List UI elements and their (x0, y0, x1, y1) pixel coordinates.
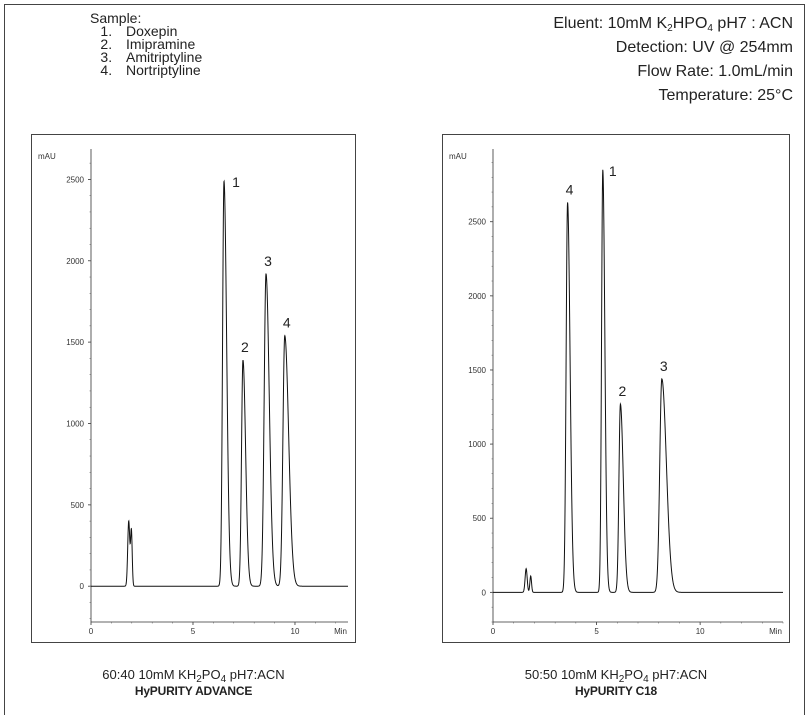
chromatogram-plot-c18: mAU Min 0 500 1000 1500 2000 2500 0 5 10 4 1 2 3 (449, 149, 784, 636)
y-tick-label: 500 (71, 501, 85, 510)
peak-label: 1 (609, 163, 617, 179)
caption-advance-column: HyPURITY ADVANCE (134, 684, 253, 698)
detection-text: Detection: UV @ 254mm (615, 39, 793, 56)
sample-legend: Sample: Doxepin Imipramine Amitriptyline… (90, 10, 202, 77)
chromatogram-trace (493, 169, 783, 593)
sample-heading: Sample: (90, 10, 142, 26)
peak-label: 2 (618, 383, 626, 399)
temperature-text: Temperature: 25°C (658, 87, 793, 104)
y-tick-label: 2000 (66, 257, 84, 266)
y-tick-label: 1000 (66, 419, 84, 428)
x-axis-label: Min (769, 627, 782, 636)
y-axis-label: mAU (38, 152, 56, 161)
peak-label: 4 (566, 181, 574, 197)
figure-frame (4, 4, 805, 715)
chromatogram-panel-advance: mAU Min 0 500 1000 1500 2000 2500 0 5 10 1 2 3 4 (31, 134, 356, 643)
y-tick-label: 1500 (66, 338, 84, 347)
y-tick-label: 1000 (468, 440, 486, 449)
y-tick-label: 0 (482, 588, 487, 597)
sample-item: Amitriptyline (116, 50, 202, 64)
y-tick-label: 0 (80, 582, 85, 591)
x-tick-label: 10 (291, 627, 300, 636)
y-tick-label: 500 (473, 514, 487, 523)
x-tick-label: 0 (89, 627, 94, 636)
chromatogram-panel-c18: mAU Min 0 500 1000 1500 2000 2500 0 5 10 4 1 2 3 (442, 134, 790, 643)
peak-label: 3 (264, 253, 272, 269)
sample-list: Doxepin Imipramine Amitriptyline Nortrip… (90, 24, 202, 77)
peak-label: 3 (660, 358, 668, 374)
x-tick-label: 0 (491, 627, 496, 636)
flow-rate-text: Flow Rate: 1.0mL/min (637, 63, 793, 80)
sample-item: Nortriptyline (116, 63, 202, 77)
y-axis-label: mAU (449, 152, 467, 161)
sample-item: Doxepin (116, 24, 202, 38)
caption-c18-conditions: 50:50 10mM KH2PO4 pH7:ACN (524, 667, 708, 685)
y-tick-label: 2000 (468, 292, 486, 301)
y-tick-label: 1500 (468, 366, 486, 375)
sample-item: Imipramine (116, 37, 202, 51)
chromatogram-trace (91, 179, 348, 587)
chromatogram-plot-advance: mAU Min 0 500 1000 1500 2000 2500 0 5 10 1 2 3 4 (38, 149, 348, 636)
peak-label: 2 (241, 339, 249, 355)
y-tick-label: 2500 (468, 218, 486, 227)
peak-label: 4 (283, 315, 291, 331)
caption-c18-column: HyPURITY C18 (574, 684, 658, 698)
caption-c18: 50:50 10mM KH2PO4 pH7:ACN HyPURITY C18 (442, 666, 790, 700)
peak-label: 1 (232, 174, 240, 190)
caption-advance: 60:40 10mM KH2PO4 pH7:ACN HyPURITY ADVAN… (31, 666, 356, 700)
caption-advance-conditions: 60:40 10mM KH2PO4 pH7:ACN (102, 667, 285, 685)
y-tick-label: 2500 (66, 175, 84, 184)
eluent-text: Eluent: 10mM K2HPO4 pH7 : ACN (553, 15, 793, 34)
x-tick-label: 5 (191, 627, 196, 636)
conditions-block: Eluent: 10mM K2HPO4 pH7 : ACN Detection:… (553, 12, 793, 108)
x-axis-label: Min (334, 627, 347, 636)
x-tick-label: 5 (594, 627, 599, 636)
x-tick-label: 10 (696, 627, 705, 636)
